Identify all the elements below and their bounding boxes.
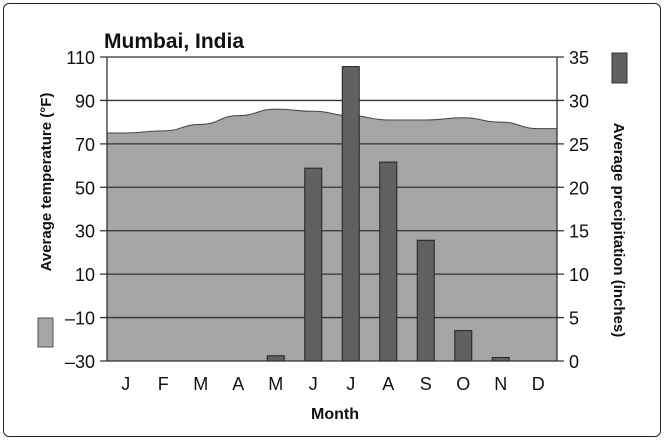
right-tick-label: 30 xyxy=(569,91,589,111)
temperature-legend-swatch xyxy=(37,317,54,348)
chart-frame xyxy=(3,3,661,437)
left-tick-label: 30 xyxy=(75,222,95,242)
right-tick-label: 35 xyxy=(569,48,589,68)
left-axis-label: Average temperature (°F) xyxy=(38,93,55,272)
left-tick-label: –30 xyxy=(65,352,95,372)
month-label: J xyxy=(309,374,318,394)
precipitation-bar xyxy=(416,239,435,362)
left-tick-label: –10 xyxy=(65,309,95,329)
month-label: F xyxy=(158,374,169,394)
left-tick-label: 10 xyxy=(75,265,95,285)
precipitation-bar xyxy=(266,355,285,362)
month-label: N xyxy=(494,374,507,394)
right-tick-label: 10 xyxy=(569,265,589,285)
precipitation-legend-swatch xyxy=(611,52,628,84)
right-tick-label: 0 xyxy=(569,352,579,372)
month-label: A xyxy=(382,374,394,394)
month-label: O xyxy=(456,374,470,394)
right-tick-label: 15 xyxy=(569,222,589,242)
right-tick-label: 20 xyxy=(569,178,589,198)
chart-title: Mumbai, India xyxy=(104,30,244,53)
month-label: A xyxy=(232,374,244,394)
month-label: D xyxy=(532,374,545,394)
x-axis-label: Month xyxy=(311,406,359,423)
month-label: S xyxy=(420,374,432,394)
right-tick-label: 25 xyxy=(569,135,589,155)
left-tick-label: 90 xyxy=(75,91,95,111)
right-axis-label: Average precipitation (inches) xyxy=(610,123,627,338)
month-label: J xyxy=(346,374,355,394)
month-label: M xyxy=(193,374,208,394)
precipitation-bar xyxy=(454,330,473,362)
precipitation-bar xyxy=(491,357,510,362)
month-label: J xyxy=(121,374,130,394)
temperature-area xyxy=(106,108,558,362)
left-tick-label: 110 xyxy=(66,48,95,68)
month-label: M xyxy=(268,374,283,394)
left-tick-label: 70 xyxy=(75,135,95,155)
precipitation-bar xyxy=(341,66,360,362)
precipitation-bar xyxy=(304,167,323,362)
right-tick-label: 5 xyxy=(569,309,579,329)
left-tick-label: 50 xyxy=(75,178,95,198)
precipitation-bar xyxy=(379,161,398,362)
